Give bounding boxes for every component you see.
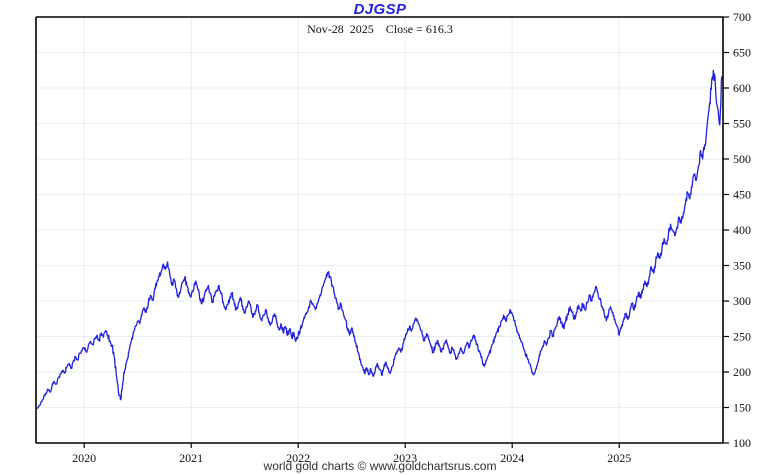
x-axis-tick-label: 2020 bbox=[72, 451, 96, 465]
chart-footer-credit: world gold charts © www.goldchartsrus.co… bbox=[263, 459, 497, 473]
y-axis-tick-label: 500 bbox=[733, 152, 751, 166]
y-axis-tick-label: 100 bbox=[733, 436, 751, 450]
chart-title: DJGSP bbox=[353, 1, 407, 18]
x-axis-tick-label: 2024 bbox=[500, 451, 524, 465]
chart-axes bbox=[35, 16, 724, 444]
x-axis-tick-label: 2025 bbox=[607, 451, 631, 465]
chart-gridlines bbox=[36, 17, 723, 443]
y-axis-tick-label: 650 bbox=[733, 46, 751, 60]
chart-subtitle: Nov-28 2025 Close = 616.3 bbox=[307, 22, 453, 36]
y-axis-tick-label: 400 bbox=[733, 223, 751, 237]
y-axis-tick-label: 550 bbox=[733, 117, 751, 131]
x-axis-tick-label: 2023 bbox=[393, 451, 417, 465]
y-axis-tick-label: 300 bbox=[733, 294, 751, 308]
y-axis-tick-label: 350 bbox=[733, 259, 751, 273]
price-series-line bbox=[36, 69, 723, 409]
x-axis-ticks: 2020 2021 2022 2023 2024 2025 bbox=[72, 443, 631, 465]
y-axis-tick-label: 150 bbox=[733, 401, 751, 415]
y-axis-tick-label: 450 bbox=[733, 188, 751, 202]
y-axis-ticks: 100 150 200 250 300 350 400 450 500 550 600 650 700 bbox=[723, 10, 751, 450]
y-axis-tick-label: 700 bbox=[733, 10, 751, 24]
y-axis-tick-label: 250 bbox=[733, 330, 751, 344]
x-axis-tick-label: 2021 bbox=[179, 451, 203, 465]
x-axis-tick-label: 2022 bbox=[286, 451, 310, 465]
y-axis-tick-label: 600 bbox=[733, 81, 751, 95]
y-axis-tick-label: 200 bbox=[733, 365, 751, 379]
